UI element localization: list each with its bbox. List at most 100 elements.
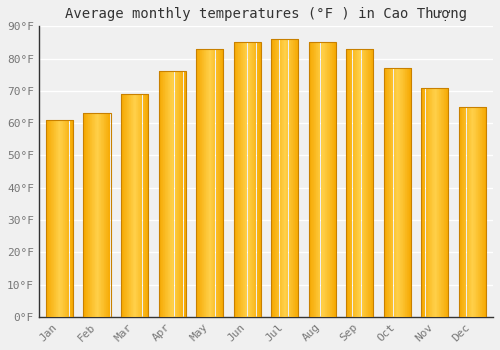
- Bar: [358, 49, 360, 317]
- Bar: [248, 42, 249, 317]
- Bar: [107, 113, 108, 317]
- Bar: [308, 42, 336, 317]
- Bar: [50, 120, 51, 317]
- Bar: [460, 107, 461, 317]
- Bar: [239, 42, 240, 317]
- Bar: [205, 49, 206, 317]
- Bar: [258, 42, 260, 317]
- Bar: [171, 71, 172, 317]
- Bar: [73, 120, 74, 317]
- Bar: [398, 68, 399, 317]
- Bar: [260, 42, 262, 317]
- Bar: [234, 42, 260, 317]
- Bar: [91, 113, 92, 317]
- Bar: [64, 120, 66, 317]
- Bar: [443, 88, 444, 317]
- Bar: [184, 71, 185, 317]
- Bar: [278, 39, 279, 317]
- Bar: [372, 49, 374, 317]
- Bar: [85, 113, 86, 317]
- Bar: [474, 107, 475, 317]
- Bar: [271, 39, 298, 317]
- Bar: [126, 94, 127, 317]
- Bar: [385, 68, 386, 317]
- Bar: [422, 88, 448, 317]
- Title: Average monthly temperatures (°F ) in Cao Thượng: Average monthly temperatures (°F ) in Ca…: [65, 7, 467, 21]
- Bar: [459, 107, 486, 317]
- Bar: [364, 49, 365, 317]
- Bar: [467, 107, 468, 317]
- Bar: [200, 49, 201, 317]
- Bar: [367, 49, 368, 317]
- Bar: [121, 94, 122, 317]
- Bar: [280, 39, 281, 317]
- Bar: [168, 71, 169, 317]
- Bar: [166, 71, 167, 317]
- Bar: [393, 68, 394, 317]
- Bar: [144, 94, 146, 317]
- Bar: [201, 49, 202, 317]
- Bar: [219, 49, 220, 317]
- Bar: [356, 49, 358, 317]
- Bar: [216, 49, 217, 317]
- Bar: [434, 88, 435, 317]
- Bar: [240, 42, 242, 317]
- Bar: [433, 88, 434, 317]
- Bar: [196, 49, 223, 317]
- Bar: [326, 42, 328, 317]
- Bar: [438, 88, 440, 317]
- Bar: [56, 120, 57, 317]
- Bar: [400, 68, 401, 317]
- Bar: [315, 42, 316, 317]
- Bar: [354, 49, 356, 317]
- Bar: [363, 49, 364, 317]
- Bar: [214, 49, 215, 317]
- Bar: [463, 107, 464, 317]
- Bar: [101, 113, 102, 317]
- Bar: [185, 71, 186, 317]
- Bar: [330, 42, 331, 317]
- Bar: [146, 94, 148, 317]
- Bar: [96, 113, 98, 317]
- Bar: [84, 113, 110, 317]
- Bar: [257, 42, 258, 317]
- Bar: [124, 94, 125, 317]
- Bar: [429, 88, 430, 317]
- Bar: [204, 49, 205, 317]
- Bar: [406, 68, 408, 317]
- Bar: [137, 94, 138, 317]
- Bar: [123, 94, 124, 317]
- Bar: [459, 107, 460, 317]
- Bar: [348, 49, 349, 317]
- Bar: [59, 120, 60, 317]
- Bar: [483, 107, 484, 317]
- Bar: [384, 68, 411, 317]
- Bar: [360, 49, 361, 317]
- Bar: [410, 68, 411, 317]
- Bar: [249, 42, 250, 317]
- Bar: [411, 68, 412, 317]
- Bar: [441, 88, 442, 317]
- Bar: [481, 107, 482, 317]
- Bar: [86, 113, 87, 317]
- Bar: [235, 42, 236, 317]
- Bar: [271, 39, 272, 317]
- Bar: [234, 42, 235, 317]
- Bar: [182, 71, 183, 317]
- Bar: [87, 113, 88, 317]
- Bar: [285, 39, 286, 317]
- Bar: [180, 71, 182, 317]
- Bar: [109, 113, 110, 317]
- Bar: [55, 120, 56, 317]
- Bar: [328, 42, 329, 317]
- Bar: [68, 120, 69, 317]
- Bar: [399, 68, 400, 317]
- Bar: [102, 113, 103, 317]
- Bar: [312, 42, 313, 317]
- Bar: [392, 68, 393, 317]
- Bar: [430, 88, 431, 317]
- Bar: [361, 49, 362, 317]
- Bar: [66, 120, 68, 317]
- Bar: [462, 107, 463, 317]
- Bar: [217, 49, 218, 317]
